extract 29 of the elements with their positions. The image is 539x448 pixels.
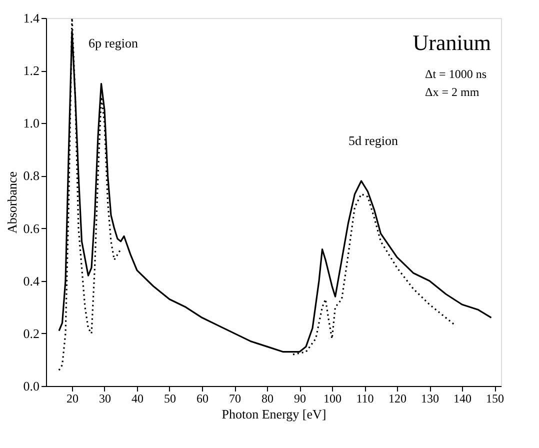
annotation: Δt = 1000 ns: [425, 67, 487, 81]
y-tick-label: 0.4: [23, 273, 40, 288]
x-tick-label: 70: [229, 392, 241, 406]
annotation: Δx = 2 mm: [425, 85, 480, 99]
annotation: 5d region: [348, 132, 398, 148]
x-tick-label: 50: [164, 392, 176, 406]
x-tick-label: 60: [196, 392, 208, 406]
y-tick-label: 1.4: [23, 10, 40, 26]
y-axis-title: Absorbance: [4, 171, 20, 234]
text: Uranium: [412, 30, 491, 55]
x-tick-label: 130: [421, 392, 439, 406]
x-tick-label: 140: [454, 392, 472, 406]
x-tick-label: 150: [486, 392, 504, 406]
x-axis-title: Photon Energy [eV]: [222, 406, 326, 422]
x-tick-label: 120: [388, 392, 406, 406]
y-tick-label: 0.2: [23, 326, 40, 341]
x-tick-label: 90: [294, 392, 306, 406]
y-tick-label: 0.0: [23, 378, 40, 394]
x-tick-label: 30: [99, 392, 111, 406]
x-tick-label: 110: [356, 392, 374, 406]
x-tick-label: 80: [262, 392, 274, 406]
y-tick-label: 1.0: [23, 116, 40, 131]
y-tick-label: 0.8: [23, 168, 40, 184]
x-tick-label: 20: [66, 392, 78, 406]
y-tick-label: 1.2: [23, 63, 40, 78]
x-tick-label: 40: [132, 392, 144, 406]
y-tick-label: 0.6: [23, 220, 40, 236]
x-tick-label: 100: [324, 392, 342, 406]
annotation: 6p region: [88, 36, 138, 51]
